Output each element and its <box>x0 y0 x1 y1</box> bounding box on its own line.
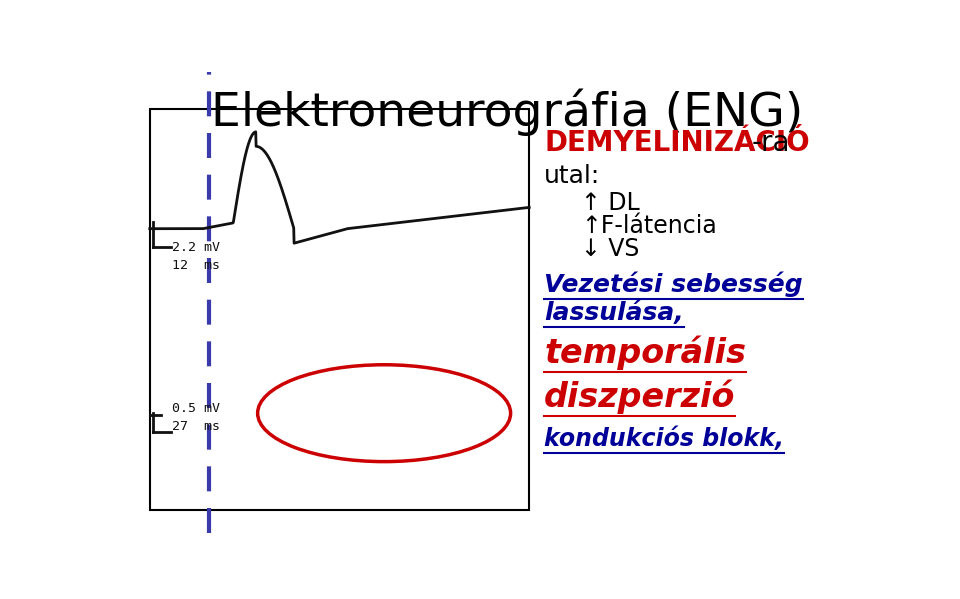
Text: diszperzió: diszperzió <box>544 380 735 415</box>
Text: lassulása,: lassulása, <box>544 300 684 325</box>
Text: Vezetési sebesség: Vezetési sebesség <box>544 271 803 297</box>
Text: temporális: temporális <box>544 336 746 370</box>
Text: DEMYELINIZÁCIÓ: DEMYELINIZÁCIÓ <box>544 129 809 158</box>
Text: 2.2 mV
12  ms: 2.2 mV 12 ms <box>172 241 220 272</box>
Text: -ra: -ra <box>752 129 790 158</box>
Text: kondukciós blokk,: kondukciós blokk, <box>544 426 784 451</box>
Text: Elektroneurográfia (ENG): Elektroneurográfia (ENG) <box>211 88 803 135</box>
Text: ↓ VS: ↓ VS <box>581 237 639 261</box>
Text: ↑F-látencia: ↑F-látencia <box>581 214 717 238</box>
Text: utal:: utal: <box>544 164 600 187</box>
Text: 0.5 mV
27  ms: 0.5 mV 27 ms <box>172 403 220 433</box>
Text: ↑ DL: ↑ DL <box>581 191 640 215</box>
